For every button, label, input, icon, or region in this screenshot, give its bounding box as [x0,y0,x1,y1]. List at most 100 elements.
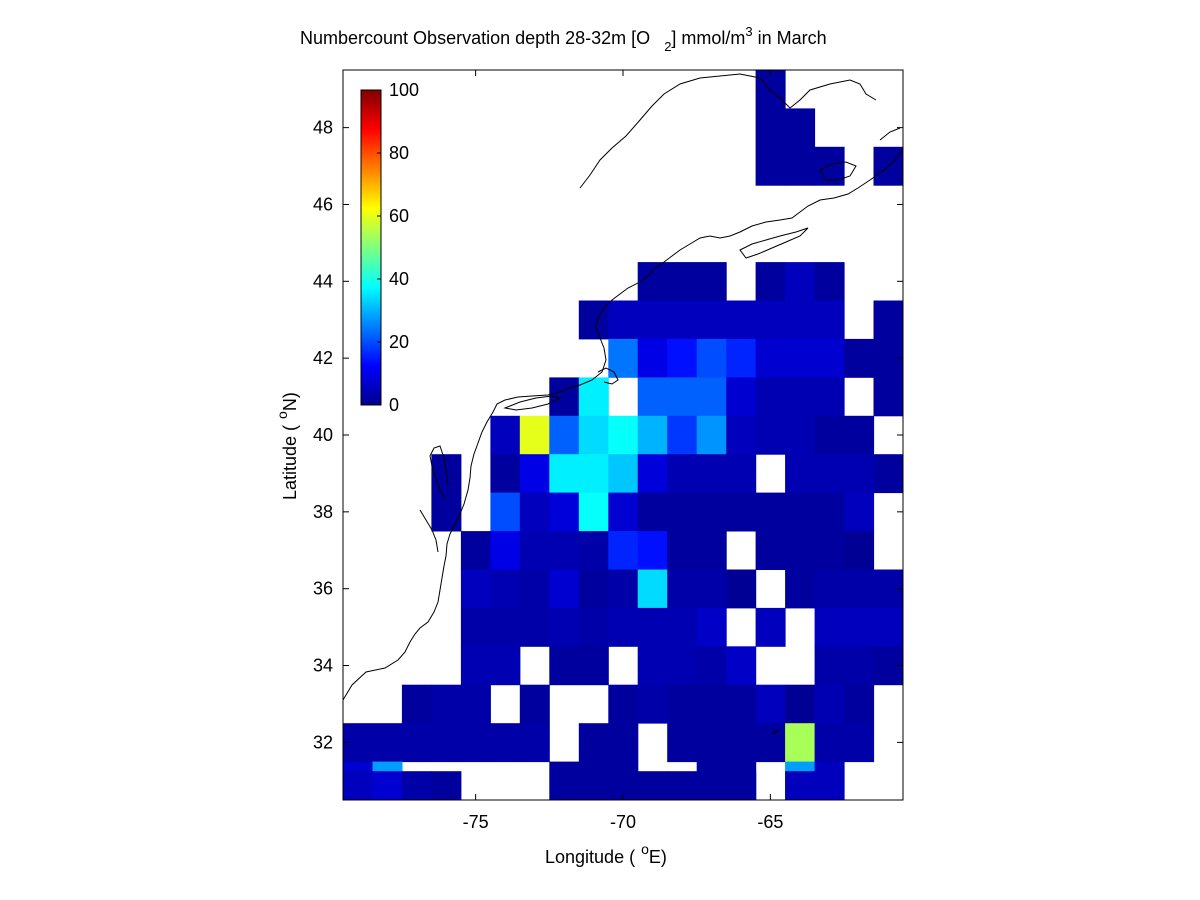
heatmap-cell [460,531,491,570]
heatmap-cell [578,761,609,801]
heatmap-cell [578,646,609,686]
heatmap-cell [667,262,698,301]
heatmap-cell [726,771,757,801]
heatmap-cell [637,646,668,686]
heatmap-cell [814,377,845,417]
heatmap-cell [785,146,816,186]
heatmap-cell [637,607,668,647]
heatmap-cell [490,723,521,763]
heatmap-cell [755,531,786,570]
heatmap-cell [549,415,580,455]
heatmap-cell [873,377,904,417]
heatmap-cell [785,338,816,378]
heatmap-cell [785,569,816,609]
heatmap-cell [696,761,727,801]
heatmap-cell [844,684,875,724]
y-tick-label: 40 [313,425,333,445]
heatmap-cell [460,646,491,686]
heatmap-cell [490,646,521,686]
heatmap-cell [637,454,668,494]
heatmap-cell [755,492,786,532]
heatmap-cell [578,607,609,647]
heatmap-cell [873,454,904,494]
heatmap-cell [608,300,639,340]
y-tick-label: 38 [313,502,333,522]
y-tick-label: 46 [313,194,333,214]
y-tick-label: 36 [313,579,333,599]
heatmap-cell [726,454,757,494]
heatmap-cell [785,492,816,532]
x-tick-label: -70 [610,812,636,832]
y-tick-label: 32 [313,732,333,752]
heatmap-cell [460,684,491,724]
chart-title-main: Numbercount Observation depth 28-32m [O 2… [300,24,827,54]
coastline [342,73,903,735]
heatmap-cell [785,262,816,301]
x-tick-label: -65 [757,812,783,832]
heatmap-cell [696,415,727,455]
heatmap-cell [755,338,786,378]
heatmap-cell [578,569,609,609]
heatmap-cell [814,262,845,301]
heatmap-cell [608,569,639,609]
heatmap-cell [755,108,786,148]
heatmap-cell [343,771,373,801]
coastline-path [342,149,903,701]
coastline-path-chesapeake [419,445,449,553]
heatmap-cell [844,338,875,378]
heatmap-cell [814,338,845,378]
heatmap-cell [696,531,727,570]
heatmap-cell [726,377,757,417]
heatmap-cell [519,454,550,494]
heatmap-cell [755,146,786,186]
heatmap-cell [519,415,550,455]
colorbar-tick-label: 80 [389,143,409,163]
colorbar-tick-label: 0 [389,395,399,415]
heatmap-cell [431,771,462,801]
heatmap-cell [785,771,816,801]
heatmap-cell [431,723,462,763]
heatmap-cell [460,723,491,763]
title-end: in March [753,28,827,48]
heatmap-cell [608,492,639,532]
colorbar-ticks: 0 20 40 60 80 100 [377,80,419,415]
coastline-path-north [579,73,877,189]
heatmap-cell [785,108,816,148]
y-tick-label: 48 [313,118,333,138]
island-bermuda [771,729,779,735]
heatmap-cell [608,415,639,455]
heatmap-cell [637,415,668,455]
heatmap-cell [696,569,727,609]
heatmap-cell [519,723,550,763]
coastline-path-cape-cod [597,367,619,385]
heatmap-cell [814,723,845,763]
heatmap-cell [637,569,668,609]
heatmap-cell [637,338,668,378]
heatmap-cell [755,70,786,109]
heatmap-cell [637,262,668,301]
heatmap-cell [549,569,580,609]
heatmap-cell [667,569,698,609]
heatmap-cell [696,377,727,417]
heatmap-cell [667,646,698,686]
heatmap-cell [696,492,727,532]
chart-title: Numbercount Observation depth 28-32m [O 2… [300,24,827,54]
heatmap-cell [726,684,757,724]
heatmap-cell [844,607,875,647]
heatmap-cell [549,607,580,647]
colorbar-tick-label: 100 [389,80,419,100]
heatmap-cell [755,415,786,455]
x-axis-label: Longitude (oE) [545,841,667,867]
heatmap-cell [873,300,904,340]
heatmap-cell [844,492,875,532]
heatmap-cell [785,454,816,494]
y-axis: 32 34 36 38 40 42 44 46 48 [313,118,903,752]
heatmap-cell [814,684,845,724]
heatmap-cell [844,569,875,609]
y-tick-label: 34 [313,656,333,676]
title-subscript: 2 [664,39,671,54]
heatmap-cell [726,646,757,686]
heatmap-cell [608,723,639,763]
x-axis: -75 -70 -65 [463,70,783,832]
heatmap-cell [696,338,727,378]
